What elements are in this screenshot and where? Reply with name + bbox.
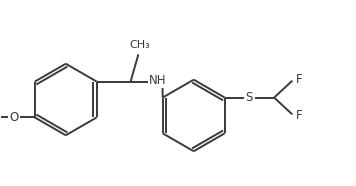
Text: NH: NH <box>149 74 167 87</box>
Text: O: O <box>9 111 19 124</box>
Text: F: F <box>296 109 303 122</box>
Text: CH₃: CH₃ <box>129 40 150 50</box>
Text: S: S <box>246 91 253 104</box>
Text: F: F <box>296 73 303 86</box>
